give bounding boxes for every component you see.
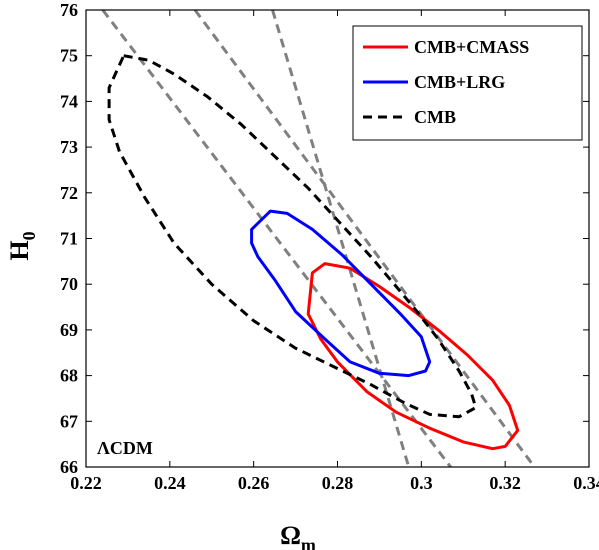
y-tick-label: 69	[60, 320, 78, 340]
y-tick-label: 70	[60, 274, 78, 294]
x-tick-label: 0.3	[410, 473, 433, 493]
y-axis-title: H0	[5, 231, 39, 260]
x-tick-label: 0.28	[322, 473, 354, 493]
x-axis-title-sub: m	[301, 535, 316, 550]
legend-label: CMB+CMASS	[414, 37, 529, 57]
x-tick-label: 0.24	[154, 473, 186, 493]
y-tick-label: 73	[60, 137, 78, 157]
x-tick-label: 0.26	[238, 473, 270, 493]
contour-cmb	[107, 54, 478, 419]
reference-line-2	[193, 10, 536, 467]
contour-cmb-lrg	[250, 209, 432, 378]
y-tick-label: 68	[60, 366, 78, 386]
x-axis-title: Ωm	[280, 521, 316, 550]
y-tick-label: 72	[60, 183, 78, 203]
contour-cmb-cmass	[306, 262, 520, 451]
y-tick-label: 67	[60, 411, 78, 431]
reference-lines	[101, 10, 536, 467]
x-tick-label: 0.34	[573, 473, 599, 493]
x-tick-label: 0.22	[70, 473, 102, 493]
y-axis-title-sub: 0	[19, 231, 39, 240]
y-tick-label: 75	[60, 46, 78, 66]
legend-label: CMB	[414, 107, 456, 127]
model-annotation: ΛCDM	[97, 438, 153, 458]
legend-entries: CMB+CMASS CMB+LRG CMB	[363, 37, 529, 127]
y-axis-title-main: H	[5, 240, 34, 260]
contours	[107, 54, 520, 451]
legend: CMB+CMASS CMB+LRG CMB	[352, 25, 583, 141]
reference-line-3	[271, 10, 411, 467]
y-tick-label: 71	[60, 229, 78, 249]
x-axis-title-main: Ω	[280, 521, 301, 550]
y-tick-label: 76	[60, 0, 78, 20]
x-tick-label: 0.32	[489, 473, 521, 493]
reference-line-1	[101, 10, 452, 467]
y-tick-label: 66	[60, 457, 78, 477]
legend-label: CMB+LRG	[414, 72, 505, 92]
axis-tick-labels: 0.22 0.24 0.26 0.28 0.3 0.32 0.34 66 67 68 69 70 71 7…	[60, 0, 599, 493]
axis-ticks	[85, 9, 590, 468]
y-tick-label: 74	[60, 91, 78, 111]
